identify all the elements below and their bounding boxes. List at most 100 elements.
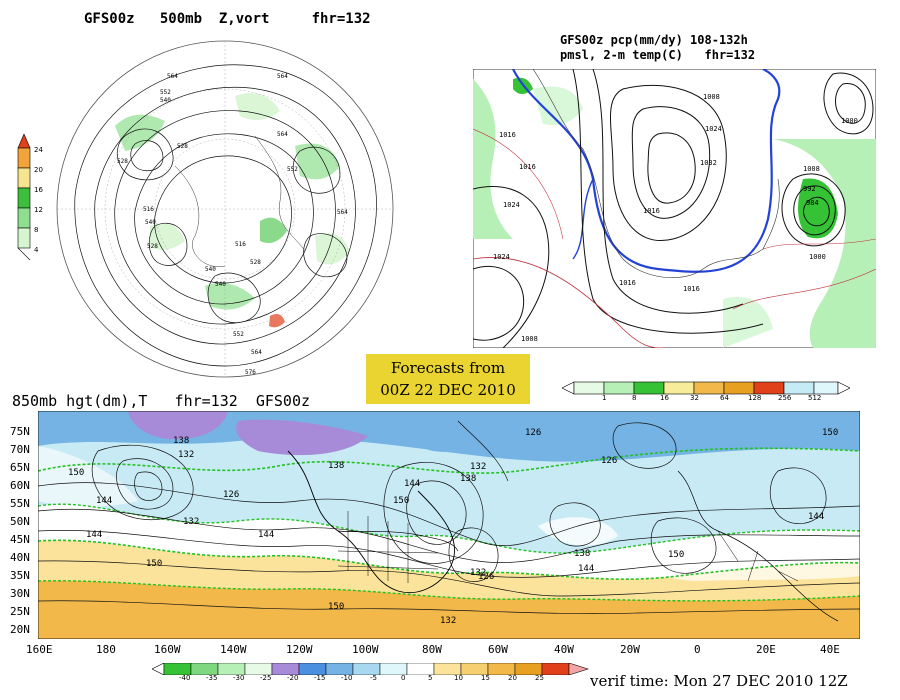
contour-label: 516 bbox=[143, 206, 154, 213]
isobar-label: 1016 bbox=[519, 163, 536, 171]
colorbar-tick: -40 bbox=[179, 674, 191, 682]
height-label: 132 bbox=[178, 450, 194, 460]
colorbar-tick: 24 bbox=[34, 146, 43, 154]
panel-top-left-title: GFS00z 500mb Z,vort fhr=132 bbox=[84, 11, 371, 27]
height-label: 144 bbox=[258, 530, 274, 540]
height-label: 150 bbox=[146, 559, 162, 569]
height-label: 126 bbox=[223, 490, 239, 500]
contour-label: 552 bbox=[160, 89, 171, 96]
lat-label: 25N bbox=[10, 605, 30, 618]
colorbar-tick: 128 bbox=[748, 394, 762, 402]
lon-label: 140W bbox=[220, 643, 247, 656]
vorticity-colorbar: 24 20 16 12 8 4 bbox=[10, 133, 50, 264]
isobar-label: 1008 bbox=[803, 165, 820, 173]
lon-label: 20E bbox=[756, 643, 776, 656]
height-label: 144 bbox=[578, 564, 594, 574]
colorbar-tick: -20 bbox=[287, 674, 299, 682]
isobar-label: 1024 bbox=[705, 125, 722, 133]
colorbar-tick: 16 bbox=[34, 186, 43, 194]
height-label: 144 bbox=[404, 479, 420, 489]
precip-pressure-map: 1008 1016 1024 1016 1032 1024 1016 1008 … bbox=[472, 68, 877, 349]
lon-label: 100W bbox=[352, 643, 379, 656]
height-label: 132 bbox=[183, 517, 199, 527]
height-label: 150 bbox=[668, 550, 684, 560]
height-label: 132 bbox=[470, 568, 486, 578]
isobar-label: 1032 bbox=[700, 159, 717, 167]
lat-label: 45N bbox=[10, 533, 30, 546]
isobar-label: 1016 bbox=[643, 207, 660, 215]
height-label: 150 bbox=[822, 428, 838, 438]
colorbar-tick: -30 bbox=[233, 674, 245, 682]
contour-label: 564 bbox=[251, 349, 262, 356]
forecast-line2: 00Z 22 DEC 2010 bbox=[380, 381, 516, 399]
height-label: 126 bbox=[601, 456, 617, 466]
colorbar-tick: -10 bbox=[341, 674, 353, 682]
contour-label: 528 bbox=[250, 259, 261, 266]
lat-label: 40N bbox=[10, 551, 30, 564]
colorbar-tick: 32 bbox=[690, 394, 699, 402]
isobar-label: 984 bbox=[806, 199, 819, 207]
colorbar-tick: 16 bbox=[660, 394, 669, 402]
height-label: 138 bbox=[460, 474, 476, 484]
colorbar-tick: 20 bbox=[34, 166, 43, 174]
isobar-label: 992 bbox=[803, 185, 816, 193]
height-label: 150 bbox=[68, 468, 84, 478]
temperature-colorbar: -40 -35 -30 -25 -20 -15 -10 -5 0 5 10 15… bbox=[151, 660, 592, 690]
lon-label: 180 bbox=[96, 643, 116, 656]
lat-label: 60N bbox=[10, 479, 30, 492]
colorbar-tick: 15 bbox=[481, 674, 490, 682]
contour-label: 540 bbox=[145, 219, 156, 226]
height-label: 126 bbox=[525, 428, 541, 438]
lat-label: 50N bbox=[10, 515, 30, 528]
colorbar-tick: 20 bbox=[508, 674, 517, 682]
colorbar-tick: -5 bbox=[370, 674, 377, 682]
colorbar-tick: -25 bbox=[260, 674, 272, 682]
isobar-label: 1016 bbox=[499, 131, 516, 139]
precip-colorbar: 1 8 16 32 64 128 256 512 bbox=[561, 380, 851, 404]
850mb-height-temp-map: 150 144 138 132 126 138 132 150 144 126 … bbox=[37, 410, 861, 640]
lon-label: 120W bbox=[286, 643, 313, 656]
lon-label: 160E bbox=[26, 643, 53, 656]
lat-label: 30N bbox=[10, 587, 30, 600]
contour-label: 564 bbox=[277, 73, 288, 80]
lat-label: 75N bbox=[10, 425, 30, 438]
height-label: 126 bbox=[478, 572, 494, 582]
polar-500mb-map: 564 564 552 540 528 516 528 540 564 552 … bbox=[55, 36, 395, 382]
contour-label: 516 bbox=[235, 241, 246, 248]
isobar-label: 1024 bbox=[493, 253, 510, 261]
panel-top-right-title-line1: GFS00z pcp(mm/dy) 108-132h bbox=[560, 33, 748, 47]
isobar-label: 1008 bbox=[703, 93, 720, 101]
forecast-line1: Forecasts from bbox=[390, 359, 506, 377]
lon-label: 40E bbox=[820, 643, 840, 656]
colorbar-tick: 256 bbox=[778, 394, 792, 402]
contour-label: 576 bbox=[245, 369, 256, 376]
lat-label: 65N bbox=[10, 461, 30, 474]
contour-label: 552 bbox=[233, 331, 244, 338]
colorbar-tick: 512 bbox=[808, 394, 822, 402]
colorbar-tick: 8 bbox=[632, 394, 637, 402]
colorbar-tick: 10 bbox=[454, 674, 463, 682]
contour-label: 552 bbox=[287, 166, 298, 173]
contour-label: 540 bbox=[205, 266, 216, 273]
lat-label: 35N bbox=[10, 569, 30, 582]
height-label: 144 bbox=[808, 512, 824, 522]
contour-label: 540 bbox=[160, 97, 171, 104]
height-label: 138 bbox=[328, 461, 344, 471]
lon-label: 20W bbox=[620, 643, 640, 656]
height-label: 150 bbox=[393, 496, 409, 506]
height-label: 132 bbox=[440, 616, 456, 626]
contour-label: 564 bbox=[337, 209, 348, 216]
contour-label: 564 bbox=[167, 73, 178, 80]
lat-label: 55N bbox=[10, 497, 30, 510]
height-label: 138 bbox=[574, 549, 590, 559]
height-label: 144 bbox=[96, 496, 112, 506]
isobar-label: 1024 bbox=[503, 201, 520, 209]
panel-top-right-title-line2: pmsl, 2-m temp(C) fhr=132 bbox=[560, 48, 756, 62]
lon-label: 0 bbox=[694, 643, 701, 656]
colorbar-tick: 12 bbox=[34, 206, 43, 214]
height-label: 132 bbox=[470, 462, 486, 472]
colorbar-tick: 0 bbox=[401, 674, 406, 682]
height-label: 138 bbox=[173, 436, 189, 446]
colorbar-tick: 5 bbox=[428, 674, 433, 682]
verification-time: verif time: Mon 27 DEC 2010 12Z bbox=[590, 672, 848, 690]
